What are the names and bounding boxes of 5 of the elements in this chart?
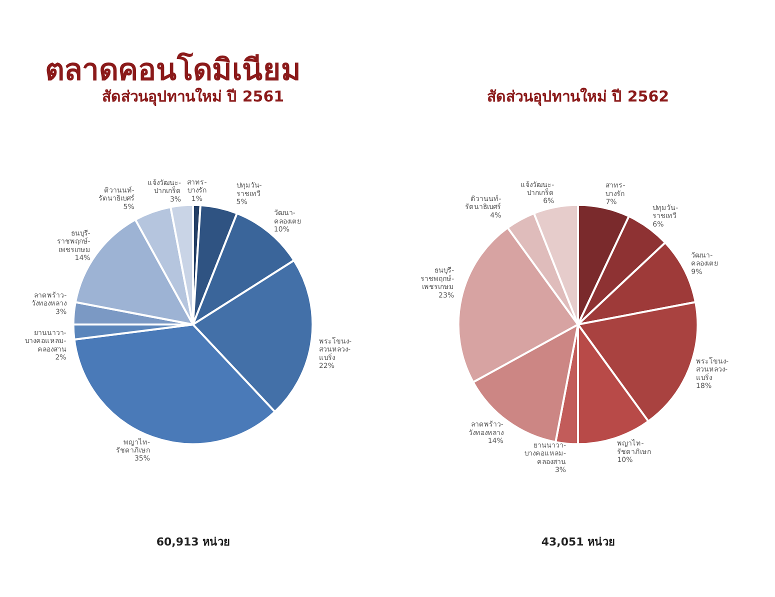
chart-title: สัดส่วนอุปทานใหม่ ปี 2562 (486, 88, 670, 106)
text: ตลาดคอนโดมิเนียม (45, 51, 301, 88)
chart-title: สัดส่วนอุปทานใหม่ ปี 2561 (102, 88, 284, 106)
text: 43,051 หน่วย (541, 535, 615, 548)
text: 60,913 หน่วย (156, 535, 230, 548)
